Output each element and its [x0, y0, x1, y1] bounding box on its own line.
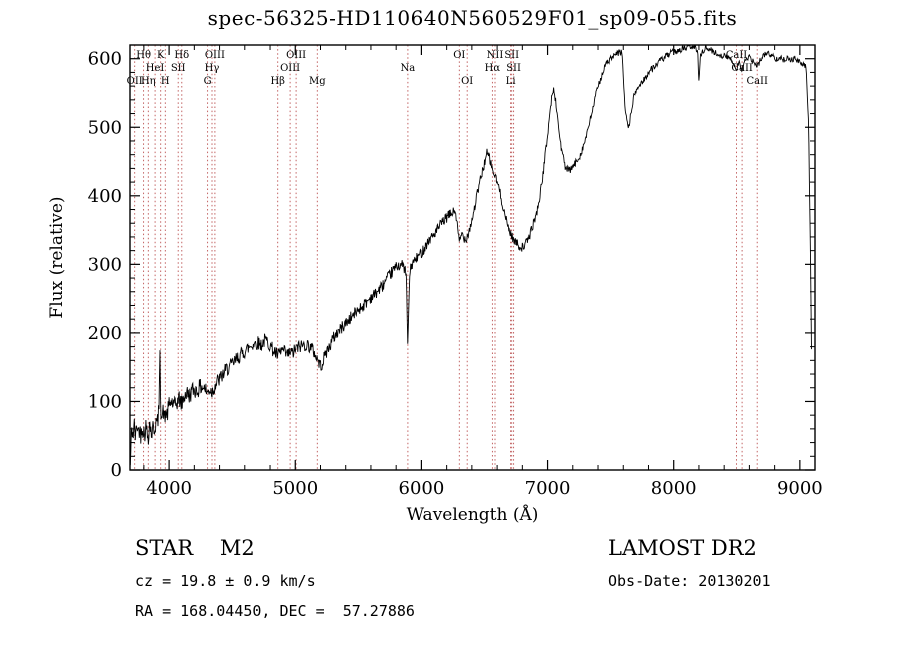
spectral-line-label: CaII	[746, 76, 768, 87]
y-tick-label: 0	[111, 460, 122, 481]
x-tick-label: 9000	[777, 478, 823, 499]
spectral-line-label: SII	[504, 50, 519, 61]
spectral-line-label: Na	[401, 63, 416, 74]
spectrum-trace	[129, 44, 812, 466]
spectral-line-label: OIII	[286, 50, 306, 61]
y-axis-label: Flux (relative)	[47, 196, 67, 318]
spectral-line-label: CaII	[726, 50, 748, 61]
spectral-line-label: Mg	[309, 76, 326, 87]
spectral-line-label: Hθ	[136, 50, 151, 61]
spectral-line-label: NII	[487, 50, 504, 61]
y-tick-label: 500	[88, 117, 122, 138]
spectral-line-label: K	[157, 50, 165, 61]
axis-titles: Wavelength (Å) Flux (relative)	[47, 196, 538, 525]
obs-date: Obs-Date: 20130201	[608, 572, 771, 590]
spectrum-line	[129, 44, 812, 466]
spectral-line-label: Hβ	[270, 76, 285, 87]
spectral-line-label: OII	[127, 76, 143, 87]
cz-value: cz = 19.8 ± 0.9 km/s	[135, 572, 316, 590]
x-tick-label: 8000	[651, 478, 697, 499]
class-label: STAR M2	[135, 536, 255, 560]
spectral-line-label: Hα	[485, 63, 501, 74]
y-tick-label: 100	[88, 391, 122, 412]
spectral-line-label: OIII	[280, 63, 300, 74]
spectral-line-label: HeI	[146, 63, 165, 74]
spectral-line-label: H	[161, 76, 170, 87]
x-axis-label: Wavelength (Å)	[407, 504, 539, 525]
y-tick-label: 400	[88, 186, 122, 207]
y-tick-label: 600	[88, 49, 122, 70]
spectral-line-label: OI	[453, 50, 465, 61]
spectral-line-label: OIII	[205, 50, 225, 61]
x-tick-label: 6000	[399, 478, 445, 499]
spectral-line-label: SII	[171, 63, 186, 74]
x-tick-label: 4000	[146, 478, 192, 499]
spectral-line-label: OI	[461, 76, 473, 87]
spectral-line-labels: OIIHθHηHeIKHSIIHδGHγOIIIHβOIIIOIIIMgNaOI…	[127, 50, 768, 87]
y-tick-label: 200	[88, 323, 122, 344]
y-tick-label: 300	[88, 254, 122, 275]
spectral-line-label: Hγ	[205, 63, 220, 74]
spectral-line-label: G	[204, 76, 212, 87]
coordinates: RA = 168.04450, DEC = 57.27886	[135, 602, 415, 620]
x-tick-label: 5000	[272, 478, 318, 499]
spectral-line-markers	[134, 45, 758, 470]
spectral-line-label: Hδ	[174, 50, 189, 61]
spectral-line-label: SII	[506, 63, 521, 74]
plot-frame	[129, 44, 816, 471]
axes: 4000 5000 6000 7000 8000 9000 0 100 200 300 400 500…	[88, 44, 823, 499]
spectral-line-label: Li	[506, 76, 516, 87]
survey-label: LAMOST DR2	[608, 536, 757, 560]
x-tick-label: 7000	[525, 478, 571, 499]
plot-title: spec-56325-HD110640N560529F01_sp09-055.f…	[207, 6, 738, 30]
spectral-line-label: Hη	[141, 76, 156, 87]
